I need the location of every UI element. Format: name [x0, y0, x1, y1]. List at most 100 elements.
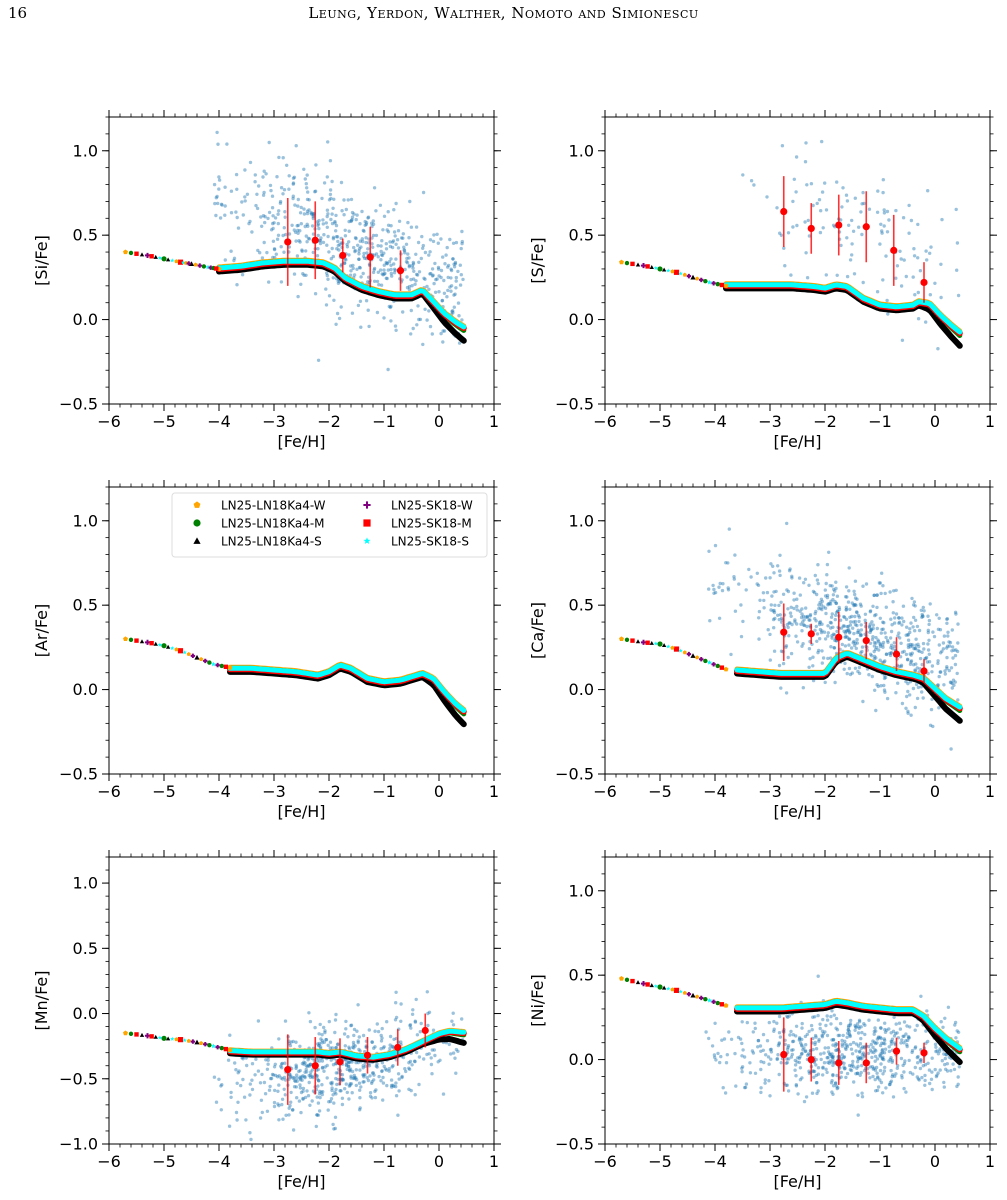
- observation-point: [305, 173, 309, 177]
- observation-point: [380, 239, 384, 243]
- observation-point: [414, 272, 419, 277]
- observation-point: [885, 696, 890, 701]
- observation-point: [326, 1043, 330, 1048]
- observation-point: [295, 254, 300, 258]
- model-curve-4: [227, 662, 467, 713]
- observation-point: [740, 1054, 744, 1058]
- observation-point: [853, 1023, 857, 1028]
- observation-point: [835, 1086, 839, 1091]
- observation-point: [212, 182, 217, 187]
- observation-point: [779, 600, 783, 604]
- observation-point: [853, 196, 857, 200]
- observation-point: [941, 641, 946, 645]
- observation-point: [301, 1097, 305, 1101]
- x-axis-mn: −6 −5 −4 −3 −2 −1 0 1[Fe/H]: [97, 850, 499, 1191]
- observation-point: [328, 1040, 333, 1044]
- observation-point: [316, 223, 320, 228]
- observation-point: [942, 683, 946, 687]
- model-marker: [719, 665, 725, 670]
- observation-point: [830, 1055, 835, 1059]
- observation-point: [299, 222, 303, 226]
- y-axis-ar: −0.50.00.51.0[Ar/Fe]: [32, 486, 501, 784]
- observation-point: [299, 282, 303, 286]
- observation-point: [913, 705, 917, 710]
- observation-point: [727, 1030, 731, 1034]
- observation-point: [842, 1055, 846, 1060]
- observation-point: [786, 231, 791, 235]
- observation-point: [277, 1118, 281, 1122]
- observation-point: [815, 201, 819, 206]
- x-tick-label: −6: [593, 782, 617, 801]
- observation-point: [290, 1108, 295, 1112]
- observation-point: [219, 1084, 223, 1088]
- observation-point: [876, 1035, 881, 1039]
- observation-point: [713, 1021, 717, 1025]
- observation-point: [358, 1088, 362, 1092]
- observation-point: [859, 1025, 863, 1029]
- observation-point: [819, 1057, 823, 1062]
- observation-point: [355, 1029, 359, 1033]
- observation-point: [368, 1074, 372, 1078]
- observation-point: [798, 1055, 802, 1059]
- observation-point: [883, 1038, 887, 1043]
- observation-point: [388, 1034, 393, 1039]
- observation-point: [269, 1076, 274, 1081]
- observation-point: [900, 1073, 904, 1078]
- observation-point: [856, 1093, 860, 1097]
- model-marker: [139, 252, 145, 257]
- model-marker: [711, 281, 716, 286]
- observation-point: [443, 262, 447, 266]
- model-marker: [690, 274, 696, 280]
- observation-point: [882, 211, 887, 215]
- observation-point: [364, 221, 369, 225]
- observation-point: [449, 1052, 453, 1056]
- observation-point: [289, 1040, 293, 1044]
- observation-point: [432, 281, 436, 286]
- observation-point: [337, 316, 342, 321]
- observation-point: [857, 225, 861, 229]
- observation-point: [397, 1077, 401, 1081]
- observation-point: [357, 1081, 362, 1085]
- observation-point: [277, 209, 281, 213]
- observation-point: [814, 1081, 819, 1085]
- observation-point: [357, 252, 361, 256]
- observation-point: [804, 606, 808, 610]
- observation-point: [336, 239, 340, 244]
- legend-marker: [193, 501, 201, 508]
- observation-point: [361, 239, 365, 244]
- x-axis-label: [Fe/H]: [277, 1172, 325, 1191]
- error-points-ni: [780, 1017, 928, 1092]
- observation-point: [874, 641, 878, 645]
- observation-point: [220, 203, 224, 207]
- observation-point: [326, 234, 330, 239]
- observation-point: [385, 276, 389, 281]
- observation-point: [849, 1064, 854, 1068]
- observation-point: [269, 188, 273, 193]
- observation-point: [308, 1073, 313, 1077]
- observation-point: [926, 671, 930, 676]
- observation-point: [873, 654, 877, 659]
- observation-point: [819, 606, 823, 610]
- observation-point: [378, 203, 383, 207]
- observation-point: [791, 1048, 795, 1052]
- error-point: [284, 1066, 292, 1074]
- observation-point: [262, 190, 266, 195]
- observation-point: [902, 258, 906, 262]
- observation-point: [894, 1022, 898, 1026]
- observation-point: [717, 616, 722, 620]
- observation-point: [835, 1084, 839, 1088]
- observation-point: [276, 212, 280, 216]
- observation-point: [280, 1062, 284, 1066]
- observation-point: [817, 198, 822, 202]
- observation-point: [339, 305, 343, 309]
- observation-point: [862, 1068, 867, 1073]
- observation-point: [765, 195, 769, 199]
- observation-point: [879, 1062, 883, 1066]
- observation-point: [762, 1060, 766, 1065]
- observation-point: [390, 1044, 394, 1049]
- observation-point: [294, 1063, 298, 1067]
- observation-point: [894, 588, 898, 592]
- observation-point: [844, 617, 849, 621]
- observation-point: [928, 723, 933, 727]
- observation-point: [882, 683, 886, 688]
